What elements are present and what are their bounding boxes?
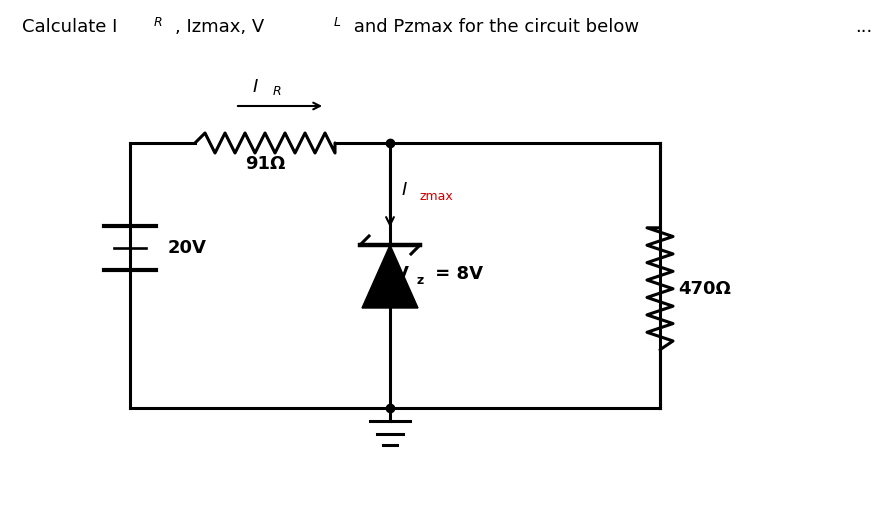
- Text: L: L: [334, 16, 341, 29]
- Text: z: z: [417, 274, 424, 287]
- Text: I: I: [402, 181, 407, 199]
- Text: and Pzmax for the circuit below: and Pzmax for the circuit below: [348, 18, 639, 36]
- Text: V: V: [395, 266, 409, 284]
- Text: R: R: [154, 16, 162, 29]
- Text: 91Ω: 91Ω: [245, 155, 285, 173]
- Text: I: I: [253, 78, 258, 96]
- Text: ...: ...: [855, 18, 872, 36]
- Polygon shape: [362, 245, 418, 308]
- Text: 470Ω: 470Ω: [678, 280, 731, 298]
- Text: 20V: 20V: [168, 239, 207, 257]
- Text: = 8V: = 8V: [429, 266, 483, 284]
- Text: Calculate I: Calculate I: [22, 18, 117, 36]
- Text: zmax: zmax: [420, 190, 454, 204]
- Text: R: R: [273, 85, 282, 98]
- Text: , Izmax, V: , Izmax, V: [175, 18, 264, 36]
